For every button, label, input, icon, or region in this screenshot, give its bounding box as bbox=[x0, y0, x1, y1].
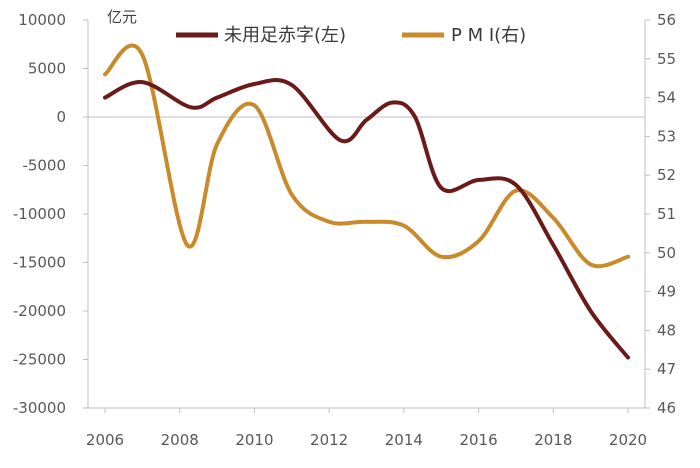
left-tick-label: -15000 bbox=[13, 254, 66, 272]
legend-label-series-1: 未用足赤字(左) bbox=[224, 25, 346, 46]
left-tick-label: 5000 bbox=[28, 60, 66, 78]
left-tick-label: -20000 bbox=[13, 302, 66, 320]
x-tick-label: 2012 bbox=[310, 431, 348, 449]
left-tick-label: -5000 bbox=[22, 157, 66, 175]
axes: 10000 5000 0 -5000 -10000 -15000 -20000 -25000 -… bbox=[13, 11, 676, 449]
right-tick-label: 49 bbox=[657, 283, 676, 301]
legend-label-series-2: P M I(右) bbox=[451, 25, 526, 46]
right-tick-label: 46 bbox=[657, 399, 676, 417]
right-tick-label: 55 bbox=[657, 50, 676, 68]
right-tick-label: 51 bbox=[657, 205, 676, 223]
left-tick-label: 0 bbox=[56, 108, 66, 126]
x-tick-label: 2018 bbox=[534, 431, 572, 449]
right-tick-label: 47 bbox=[657, 360, 676, 378]
right-tick-label: 52 bbox=[657, 166, 676, 184]
x-tick-label: 2010 bbox=[235, 431, 273, 449]
x-tick-label: 2016 bbox=[459, 431, 497, 449]
left-tick-label: -25000 bbox=[13, 351, 66, 369]
right-tick-label: 56 bbox=[657, 11, 676, 29]
right-tick-label: 54 bbox=[657, 89, 676, 107]
legend: 未用足赤字(左) P M I(右) bbox=[176, 25, 526, 46]
left-axis-unit-label: 亿元 bbox=[107, 8, 137, 26]
left-tick-label: 10000 bbox=[18, 11, 66, 29]
right-tick-label: 48 bbox=[657, 321, 676, 339]
x-tick-label: 2014 bbox=[385, 431, 423, 449]
right-tick-label: 53 bbox=[657, 127, 676, 145]
x-tick-label: 2020 bbox=[609, 431, 647, 449]
left-tick-label: -10000 bbox=[13, 205, 66, 223]
left-tick-label: -30000 bbox=[13, 399, 66, 417]
x-tick-label: 2006 bbox=[86, 431, 124, 449]
series-line-2 bbox=[103, 43, 630, 269]
right-tick-label: 50 bbox=[657, 244, 676, 262]
x-tick-label: 2008 bbox=[161, 431, 199, 449]
series-line-1 bbox=[103, 78, 630, 360]
